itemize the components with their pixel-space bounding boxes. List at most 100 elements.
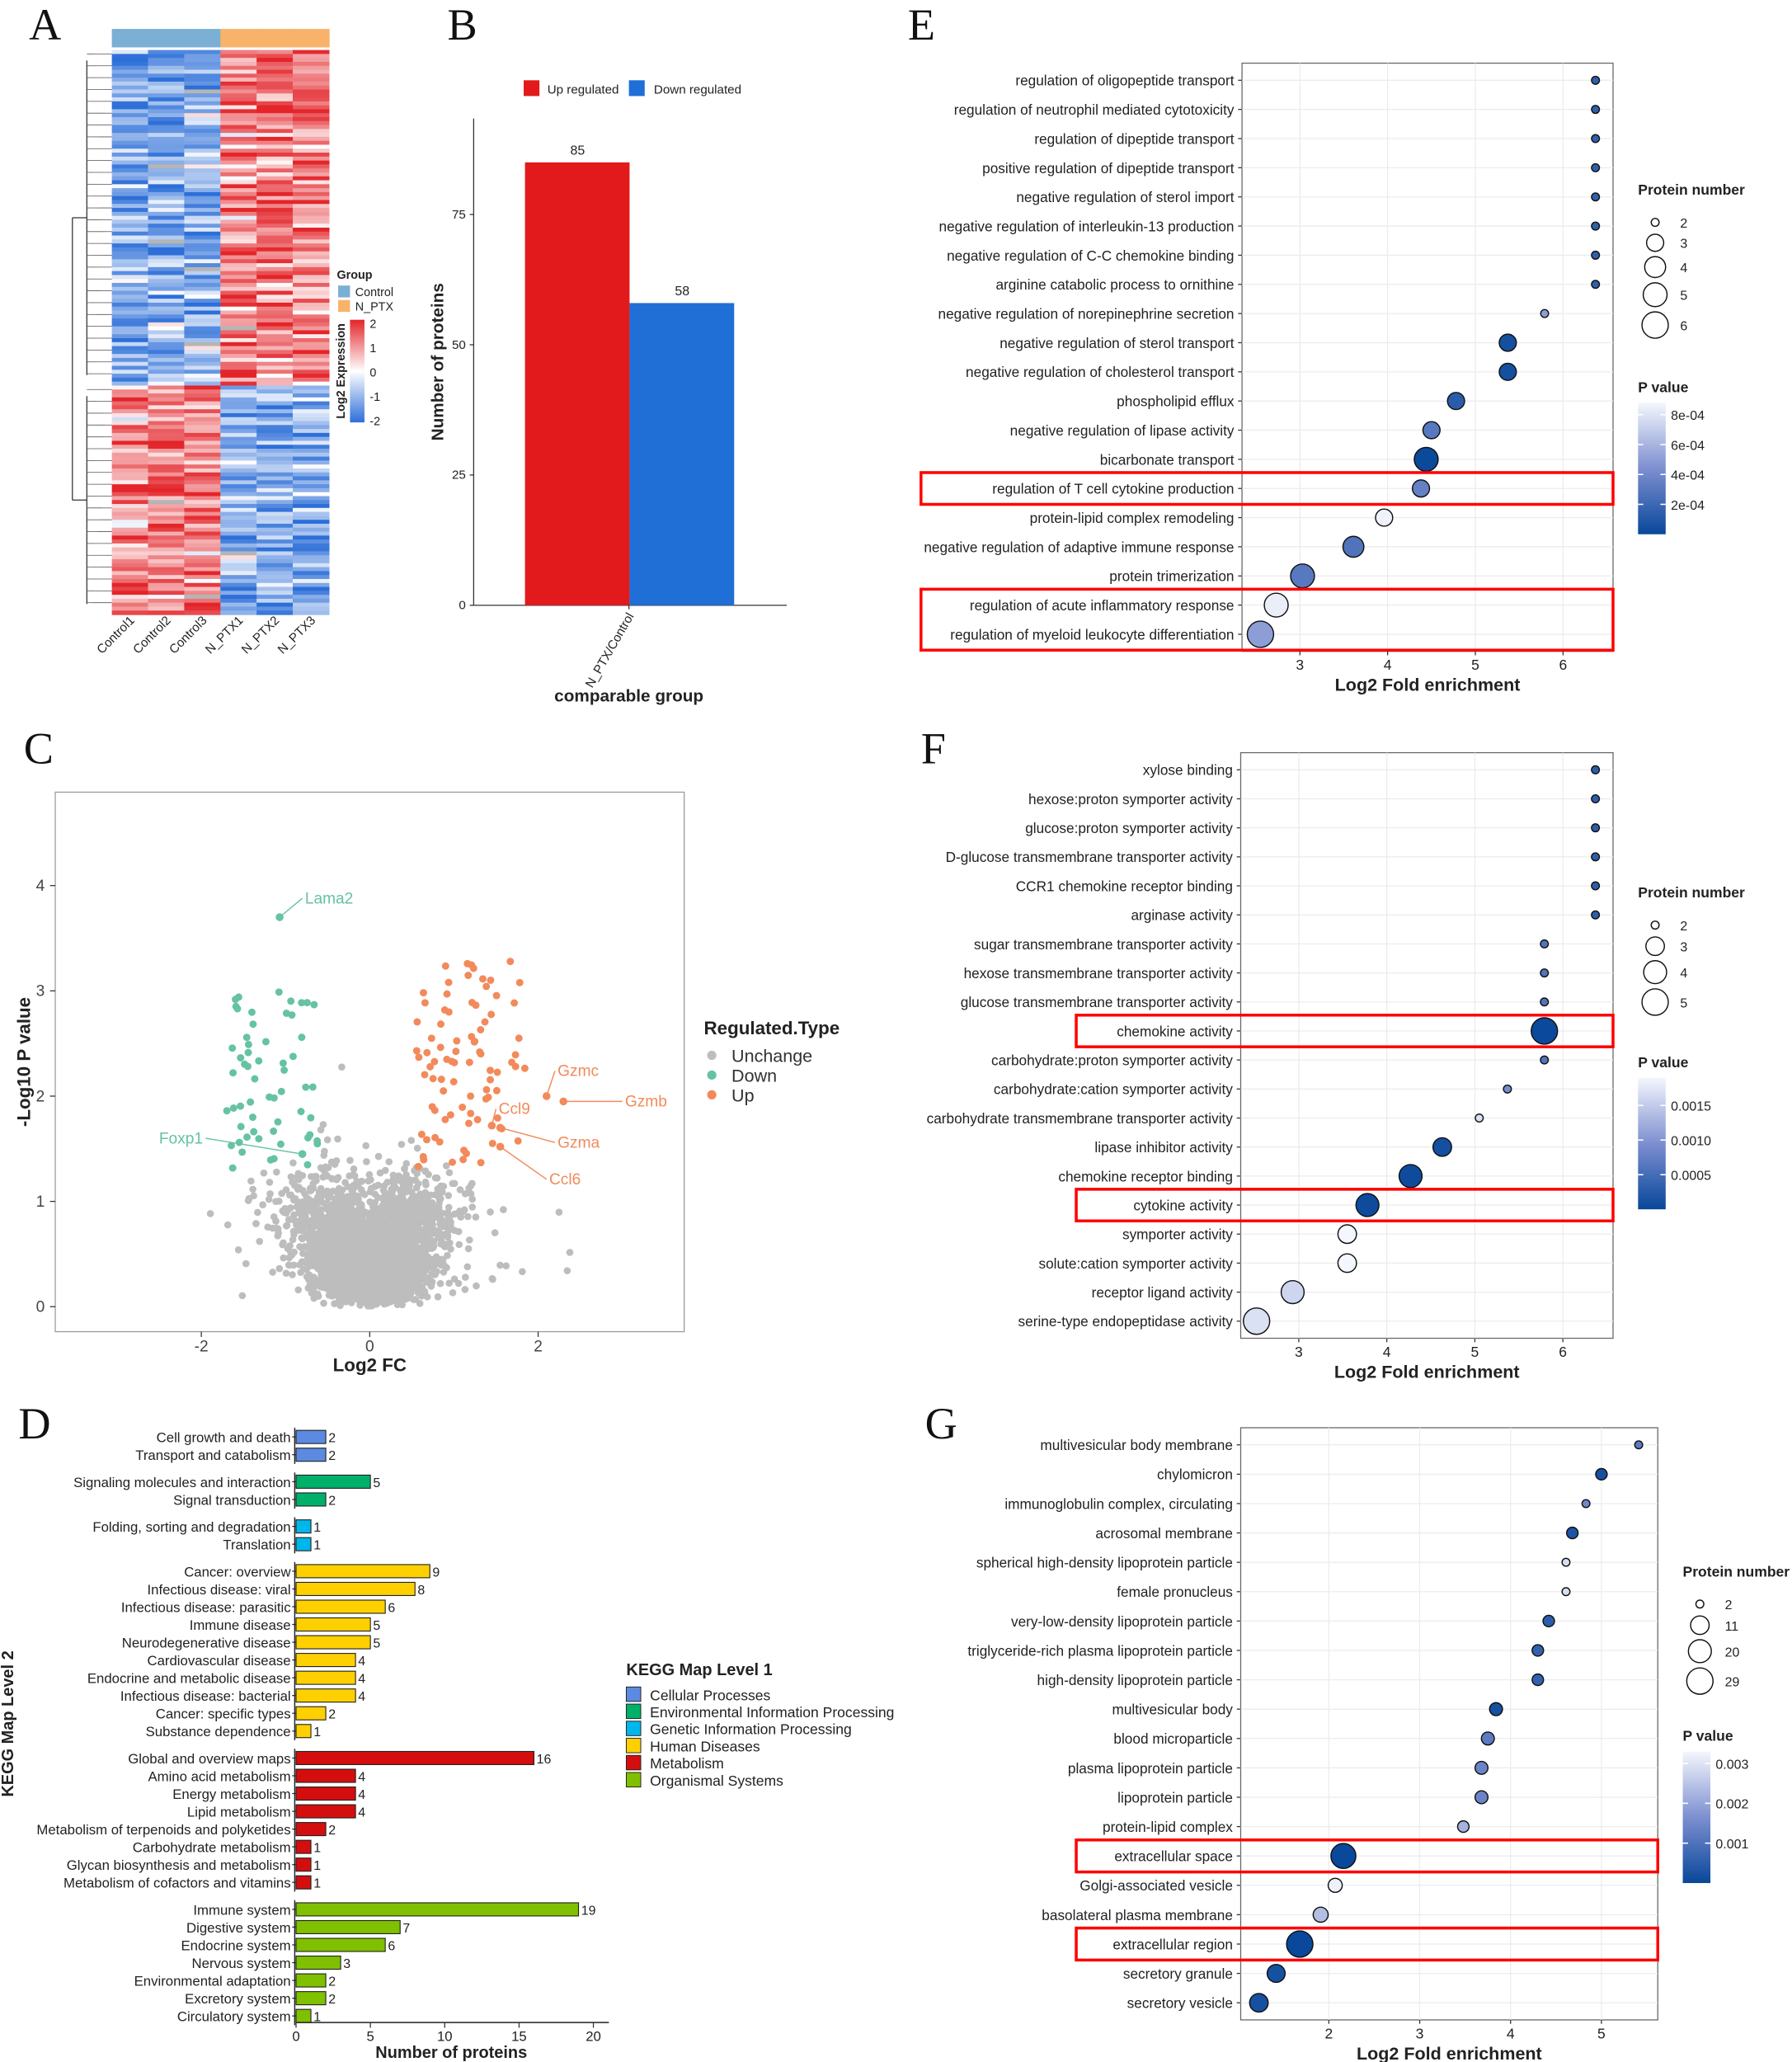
unchange-point bbox=[350, 1165, 358, 1173]
heatmap-cell bbox=[256, 468, 294, 473]
kegg-bar-value: 1 bbox=[313, 1725, 321, 1740]
heatmap-cell bbox=[220, 393, 257, 398]
kegg-bar-value: 4 bbox=[358, 1788, 365, 1802]
heatmap-cell bbox=[148, 460, 186, 465]
kegg-category-label: Lipid metabolism bbox=[187, 1804, 291, 1820]
heatmap-cell bbox=[111, 492, 149, 497]
heatmap-cell bbox=[256, 330, 294, 335]
legend-label: Environmental Information Processing bbox=[650, 1704, 894, 1721]
heatmap-cell bbox=[293, 215, 330, 221]
enrichment-bubble bbox=[1591, 250, 1601, 260]
unchange-point bbox=[334, 1283, 341, 1292]
y-tick-label: 4 bbox=[36, 878, 45, 895]
unchange-point bbox=[303, 1265, 311, 1273]
legend-label: Human Diseases bbox=[650, 1738, 760, 1754]
heatmap-cell bbox=[220, 113, 257, 118]
heatmap-cell bbox=[293, 211, 330, 217]
heatmap-cell bbox=[220, 551, 257, 556]
unchange-point bbox=[425, 1170, 432, 1179]
down-point bbox=[280, 1066, 289, 1074]
heatmap-cell bbox=[184, 500, 221, 505]
unchange-point bbox=[285, 1254, 294, 1262]
kegg-bar bbox=[295, 1787, 356, 1801]
legend-dot bbox=[707, 1090, 717, 1099]
kegg-bar bbox=[295, 1688, 356, 1703]
heatmap-cell bbox=[184, 421, 221, 426]
unchange-point bbox=[374, 1181, 382, 1189]
up-point bbox=[510, 999, 519, 1007]
heatmap-cell bbox=[220, 208, 257, 213]
heatmap-cell bbox=[148, 180, 186, 185]
unchange-point bbox=[318, 1216, 327, 1223]
unchange-point bbox=[356, 1302, 364, 1309]
unchange-point bbox=[368, 1249, 376, 1257]
heatmap-cell bbox=[293, 582, 330, 588]
heatmap-cell bbox=[220, 563, 257, 568]
legend-label: Organismal Systems bbox=[650, 1772, 783, 1789]
heatmap-cell bbox=[220, 578, 257, 584]
heatmap-cell bbox=[148, 338, 186, 343]
heatmap-cell bbox=[111, 89, 149, 94]
heatmap-cell bbox=[111, 283, 149, 288]
heatmap-cell bbox=[184, 405, 221, 410]
colorbar-tick-label: 0.003 bbox=[1715, 1758, 1748, 1772]
heatmap-cell bbox=[256, 172, 294, 177]
unchange-point bbox=[375, 1279, 383, 1288]
heatmap-cell bbox=[148, 365, 186, 370]
heatmap-cell bbox=[148, 125, 186, 129]
unchange-point bbox=[282, 1186, 290, 1193]
term-label: carbohydrate:proton symporter activity bbox=[991, 1052, 1233, 1069]
term-label: regulation of T cell cytokine production bbox=[992, 481, 1234, 497]
unchange-point bbox=[340, 1222, 347, 1230]
heatmap-cell bbox=[256, 266, 294, 272]
heatmap-cell bbox=[256, 299, 294, 304]
gene-label: Foxp1 bbox=[159, 1130, 203, 1147]
heatmap-cell bbox=[148, 385, 186, 390]
heatmap-cell bbox=[111, 476, 149, 481]
heatmap-cell bbox=[148, 93, 186, 98]
size-legend-circle bbox=[1690, 1615, 1710, 1636]
heatmap-cell bbox=[220, 188, 257, 193]
heatmap-cell bbox=[184, 346, 221, 351]
heatmap-cell bbox=[256, 527, 294, 533]
kegg-bar-value: 5 bbox=[373, 1619, 380, 1633]
legend-label: Up regulated bbox=[548, 82, 619, 97]
heatmap-cell bbox=[148, 591, 186, 596]
pvalue-colorbar bbox=[1682, 1751, 1711, 1884]
up-point bbox=[484, 1093, 492, 1101]
heatmap-cell bbox=[256, 97, 294, 102]
down-point bbox=[228, 1044, 237, 1052]
heatmap-cell bbox=[220, 377, 257, 383]
down-point bbox=[251, 1075, 259, 1083]
enrichment-bubble bbox=[1446, 392, 1465, 411]
heatmap-cell bbox=[111, 275, 149, 280]
term-label: regulation of dipeptide transport bbox=[1034, 130, 1234, 147]
label-connector bbox=[500, 1127, 556, 1143]
enrichment-bubble bbox=[1246, 620, 1275, 648]
heatmap-cell bbox=[184, 283, 221, 288]
unchange-point bbox=[407, 1137, 416, 1144]
heatmap-cell bbox=[220, 535, 257, 540]
kegg-category-label: Endocrine system bbox=[181, 1937, 290, 1953]
term-label: immunoglobulin complex, circulating bbox=[1004, 1495, 1233, 1512]
kegg-bar-value: 6 bbox=[388, 1939, 395, 1953]
heatmap-cell bbox=[148, 286, 186, 292]
gene-label: Gzma bbox=[557, 1135, 600, 1152]
heatmap-cell bbox=[256, 153, 294, 158]
heatmap-cell bbox=[256, 520, 294, 525]
heatmap-cell bbox=[111, 606, 149, 611]
unchange-point bbox=[365, 1177, 373, 1185]
heatmap-cell bbox=[293, 109, 330, 114]
heatmap-cell bbox=[148, 610, 186, 615]
heatmap-cell bbox=[256, 283, 294, 288]
unchange-point bbox=[385, 1158, 393, 1165]
enrichment-bubble bbox=[1531, 1673, 1545, 1687]
heatmap-cell bbox=[256, 543, 294, 548]
term-label: positive regulation of dipeptide transpo… bbox=[982, 160, 1235, 177]
unchange-point bbox=[402, 1237, 411, 1245]
heatmap-cell bbox=[111, 361, 149, 367]
term-label: negative regulation of norepinephrine se… bbox=[938, 306, 1235, 322]
heatmap-cell bbox=[293, 259, 330, 264]
unchange-point bbox=[310, 1294, 317, 1302]
heatmap-cell bbox=[184, 318, 221, 323]
